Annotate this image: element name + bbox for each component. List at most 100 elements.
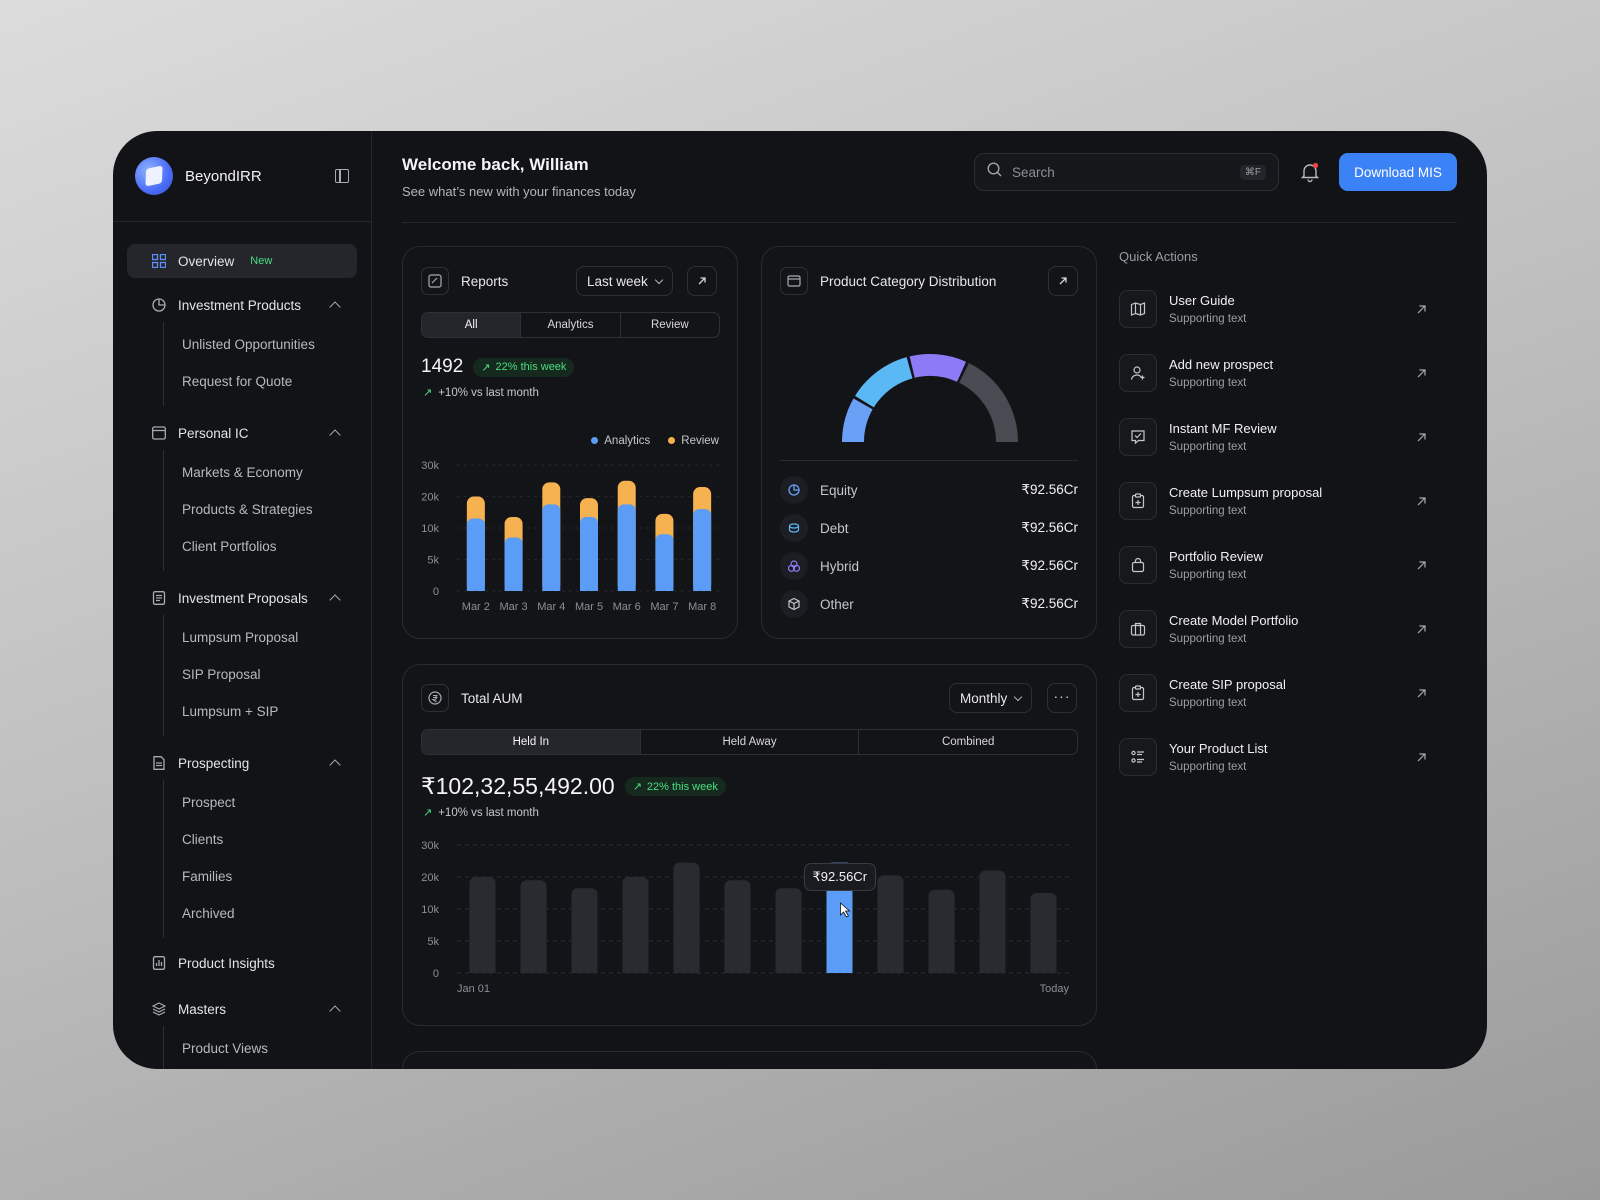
document-icon: [151, 591, 166, 606]
bar-analytics: [617, 504, 636, 591]
growth-badge: ↗ 22% this week: [473, 357, 575, 377]
sidebar-item-personal-ic[interactable]: Personal IC: [127, 416, 357, 450]
sub-nav: Unlisted Opportunities Request for Quote: [163, 322, 357, 406]
sub-item-lumpsum-proposal[interactable]: Lumpsum Proposal: [182, 630, 299, 645]
bar-base: [580, 585, 598, 591]
quick-action-create-sip[interactable]: Create SIP proposal Supporting text: [1119, 661, 1429, 725]
quick-action-create-model-portfolio[interactable]: Create Model Portfolio Supporting text: [1119, 597, 1429, 661]
tab-review[interactable]: Review: [650, 319, 689, 331]
quick-action-product-list[interactable]: Your Product List Supporting text: [1119, 725, 1429, 789]
dropdown-value: Last week: [587, 273, 648, 289]
arrow-up-right-icon: [1059, 277, 1067, 285]
aum-period-dropdown[interactable]: Monthly: [949, 683, 1033, 713]
chevron-up-icon[interactable]: [329, 1005, 341, 1017]
bar-base: [655, 585, 674, 591]
reports-period-dropdown[interactable]: Last week: [576, 266, 673, 296]
bar-base: [520, 967, 547, 973]
sub-item-lumpsum-sip[interactable]: Lumpsum + SIP: [182, 704, 279, 719]
sidebar-item-investment-proposals[interactable]: Investment Proposals: [127, 581, 357, 615]
bar: [775, 888, 802, 973]
quick-action-portfolio-review[interactable]: Portfolio Review Supporting text: [1119, 533, 1429, 597]
bar-base: [622, 967, 649, 973]
quick-action-instant-mf-review[interactable]: Instant MF Review Supporting text: [1119, 405, 1429, 469]
nav-group-prospecting: Prospecting Prospect Clients Families Ar…: [127, 746, 357, 938]
brand-logo: [135, 157, 173, 195]
dropdown-value: Monthly: [960, 690, 1008, 706]
sub-item-families[interactable]: Families: [182, 869, 233, 884]
sub-item-unlisted-opportunities[interactable]: Unlisted Opportunities: [182, 337, 315, 352]
quick-action-sub: Supporting text: [1169, 441, 1247, 453]
x-tick-label: Mar 6: [613, 601, 641, 613]
bar: [571, 888, 598, 973]
chevron-up-icon[interactable]: [329, 429, 341, 441]
search-input[interactable]: [1012, 164, 1230, 180]
quick-action-add-prospect[interactable]: Add new prospect Supporting text: [1119, 341, 1429, 405]
report-icon: [151, 956, 166, 971]
aum-more-button[interactable]: ···: [1047, 683, 1077, 713]
sidebar-item-prospecting[interactable]: Prospecting: [127, 746, 357, 780]
tab-analytics[interactable]: Analytics: [521, 313, 621, 337]
quick-action-label: Portfolio Review: [1169, 549, 1263, 564]
donut-segment-debt: [855, 357, 913, 408]
sidebar-item-label: Masters: [178, 1001, 227, 1017]
main-content: Welcome back, William See what’s new wit…: [372, 131, 1487, 1069]
sub-item-client-portfolios[interactable]: Client Portfolios: [182, 539, 277, 554]
sub-item-prospect[interactable]: Prospect: [182, 795, 236, 810]
collapse-sidebar-icon[interactable]: [335, 169, 349, 183]
pie-icon: [780, 476, 808, 504]
sub-item-sip-proposal[interactable]: SIP Proposal: [182, 667, 261, 682]
tab-held-in[interactable]: Held In: [422, 730, 641, 754]
y-tick-label: 5k: [427, 555, 439, 567]
tab-all[interactable]: All: [422, 313, 522, 337]
x-tick-label: Mar 2: [462, 601, 490, 613]
sub-item-product-views[interactable]: Product Views: [182, 1041, 269, 1056]
delta-text: +10% vs last month: [438, 806, 539, 819]
sub-item-clients[interactable]: Clients: [182, 832, 224, 847]
reports-total-value: 1492: [421, 356, 464, 377]
chevron-up-icon[interactable]: [329, 759, 341, 771]
sidebar-item-investment-products[interactable]: Investment Products: [127, 288, 357, 322]
sidebar-item-label: Personal IC: [178, 425, 249, 441]
search-shortcut-badge: ⌘F: [1239, 164, 1266, 180]
y-tick-label: 10k: [421, 904, 439, 916]
bar: [928, 889, 955, 973]
arrow-up-right-icon: [698, 277, 706, 285]
sidebar-item-label: Overview: [178, 253, 235, 269]
notifications-bell-icon[interactable]: [1299, 161, 1321, 183]
sub-nav: Markets & Economy Products & Strategies …: [163, 450, 357, 571]
chevron-up-icon[interactable]: [329, 594, 341, 606]
x-tick-label-start: Jan 01: [457, 983, 490, 995]
reports-card: Reports Last week All Analytics Review 1…: [402, 246, 738, 639]
search-box[interactable]: ⌘F: [974, 153, 1279, 191]
tab-held-away[interactable]: Held Away: [641, 730, 860, 754]
quick-action-user-guide[interactable]: User Guide Supporting text: [1119, 277, 1429, 341]
folder-icon: [780, 267, 808, 295]
bar: [724, 880, 751, 973]
arrow-up-right-icon: [1413, 557, 1429, 573]
y-tick-label: 30k: [421, 460, 439, 472]
sidebar-item-overview[interactable]: Overview New: [127, 244, 357, 278]
download-mis-button[interactable]: Download MIS: [1339, 153, 1457, 191]
arrow-up-right-icon: [1413, 493, 1429, 509]
bar: [877, 875, 904, 973]
sub-item-archived[interactable]: Archived: [182, 906, 235, 921]
sidebar-item-product-insights[interactable]: Product Insights: [127, 946, 357, 980]
quick-action-create-lumpsum[interactable]: Create Lumpsum proposal Supporting text: [1119, 469, 1429, 533]
arrow-up-right-icon: ↗: [423, 387, 433, 399]
y-tick-label: 10k: [421, 523, 439, 535]
reports-expand-button[interactable]: [687, 266, 717, 296]
arrow-up-right-icon: [1413, 685, 1429, 701]
chevron-up-icon[interactable]: [329, 301, 341, 313]
sidebar-item-label: Investment Products: [178, 297, 302, 313]
sub-item-markets-economy[interactable]: Markets & Economy: [182, 465, 303, 480]
donut-segment-other: [959, 363, 1018, 442]
sub-item-request-for-quote[interactable]: Request for Quote: [182, 374, 293, 389]
distribution-expand-button[interactable]: [1048, 266, 1078, 296]
sub-item-products-strategies[interactable]: Products & Strategies: [182, 502, 313, 517]
donut-segment-hybrid: [909, 354, 967, 382]
brand-name: BeyondIRR: [185, 167, 262, 185]
aum-bar-chart: 0 5k 10k 20k 30k Jan 01 Today: [421, 840, 1069, 995]
tab-combined[interactable]: Combined: [941, 736, 995, 748]
sidebar-item-masters[interactable]: Masters: [127, 992, 357, 1026]
legend-item-analytics: Analytics: [591, 435, 650, 447]
